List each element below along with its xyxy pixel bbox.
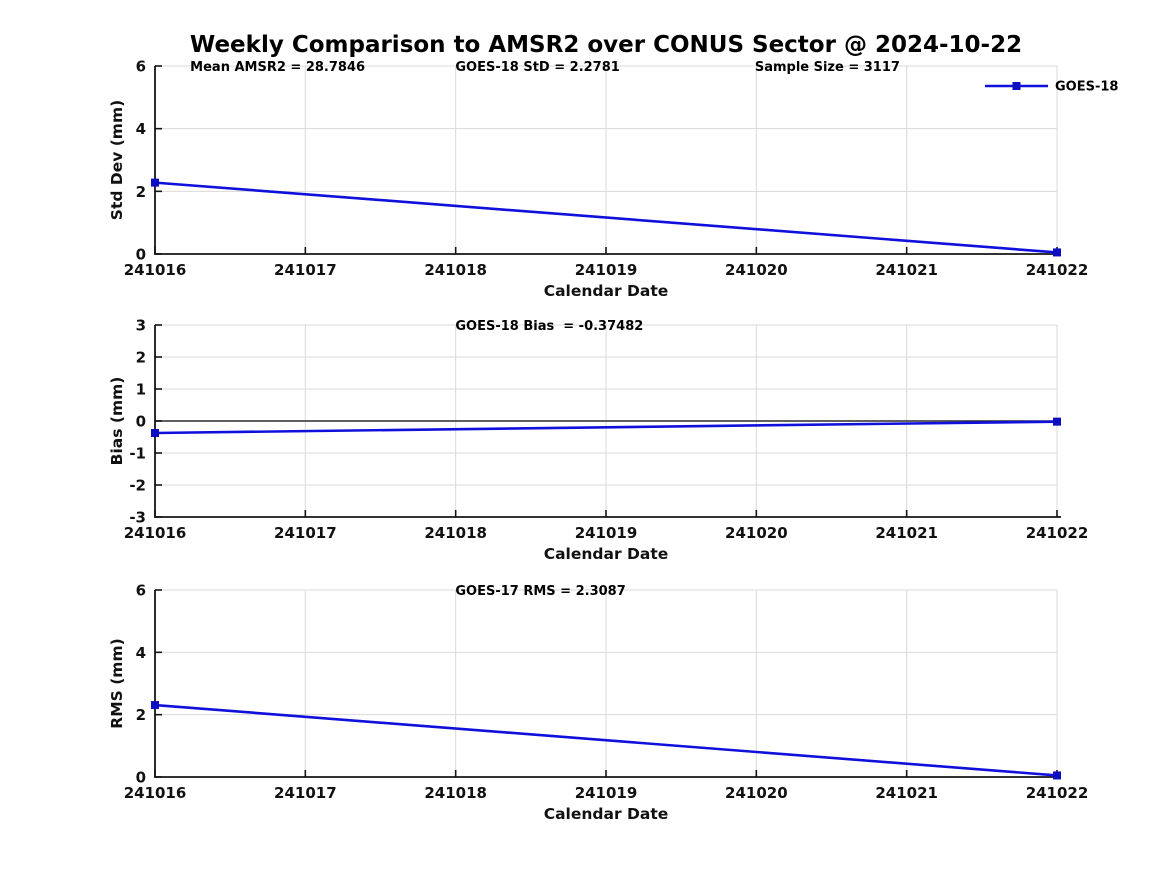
y-tick-label: 0 xyxy=(136,246,146,264)
data-point-marker xyxy=(151,178,159,187)
y-axis-label: Bias (mm) xyxy=(108,377,126,466)
y-tick-label: 2 xyxy=(136,183,146,201)
y-axis-label: Std Dev (mm) xyxy=(108,100,126,220)
x-tick-label: 241020 xyxy=(725,524,788,542)
x-tick-label: 241017 xyxy=(274,784,337,802)
legend-marker-sample xyxy=(1012,82,1021,90)
y-tick-label: -2 xyxy=(129,477,146,495)
stat-annotation: GOES-18 Bias = -0.37482 xyxy=(455,319,643,334)
x-tick-label: 241022 xyxy=(1026,784,1089,802)
data-line-goes-18 xyxy=(154,181,1058,254)
y-tick-label: 0 xyxy=(136,413,146,431)
y-tick-label: 4 xyxy=(136,644,146,662)
subplots-group: 241016 241017 241018 241019 241020 241021 2410… xyxy=(108,58,1118,824)
data-line-goes-18 xyxy=(154,703,1058,777)
x-tick-label: 241021 xyxy=(875,261,938,279)
data-point-marker xyxy=(1053,417,1061,426)
x-tick-label: 241020 xyxy=(725,784,788,802)
data-point-marker xyxy=(151,701,159,710)
x-tick-label: 241019 xyxy=(575,524,638,542)
x-tick-label: 241021 xyxy=(875,784,938,802)
y-tick-label: 6 xyxy=(136,582,146,600)
data-line-goes-18 xyxy=(154,420,1058,435)
x-tick-label: 241018 xyxy=(424,784,487,802)
figure-title: Weekly Comparison to AMSR2 over CONUS Se… xyxy=(190,32,1022,58)
y-tick-label: -3 xyxy=(129,509,146,527)
x-tick-label: 241019 xyxy=(575,261,638,279)
x-tick-label: 241017 xyxy=(274,524,337,542)
subplot-std-dev: 241016 241017 241018 241019 241020 241021 2410… xyxy=(108,58,1118,301)
data-point-marker xyxy=(1053,248,1061,257)
y-axis-label: RMS (mm) xyxy=(108,638,126,728)
stat-annotation: Sample Size = 3117 xyxy=(755,60,900,75)
x-tick-label: 241018 xyxy=(424,524,487,542)
y-tick-label: 3 xyxy=(136,317,146,335)
stat-annotation: GOES-18 StD = 2.2781 xyxy=(455,60,619,75)
x-tick-label: 241018 xyxy=(424,261,487,279)
y-tick-label: 2 xyxy=(136,349,146,367)
y-tick-label: 6 xyxy=(136,58,146,76)
x-tick-label: 241019 xyxy=(575,784,638,802)
stat-annotation: Mean AMSR2 = 28.7846 xyxy=(190,60,365,75)
data-point-marker xyxy=(1053,771,1061,780)
x-tick-label: 241016 xyxy=(124,261,187,279)
subplot-bias: 241016 241017 241018 241019 241020 241021 2410… xyxy=(108,317,1088,564)
x-tick-label: 241016 xyxy=(124,524,187,542)
data-point-marker xyxy=(151,428,159,437)
x-tick-label: 241021 xyxy=(875,524,938,542)
x-tick-label: 241022 xyxy=(1026,524,1089,542)
y-tick-label: 2 xyxy=(136,706,146,724)
x-tick-label: 241017 xyxy=(274,261,337,279)
y-tick-label: 1 xyxy=(136,381,146,399)
x-tick-label: 241022 xyxy=(1026,261,1089,279)
x-tick-label: 241020 xyxy=(725,261,788,279)
x-axis-label: Calendar Date xyxy=(544,545,669,563)
legend-label: GOES-18 xyxy=(1055,80,1118,95)
stat-annotation: GOES-17 RMS = 2.3087 xyxy=(455,584,625,599)
y-tick-label: 0 xyxy=(136,769,146,787)
subplot-rms: 241016 241017 241018 241019 241020 241021 2410… xyxy=(108,582,1088,824)
x-tick-label: 241016 xyxy=(124,784,187,802)
x-axis-label: Calendar Date xyxy=(544,282,669,300)
y-tick-label: 4 xyxy=(136,120,146,138)
x-axis-label: Calendar Date xyxy=(544,805,669,823)
y-tick-label: -1 xyxy=(129,445,146,463)
